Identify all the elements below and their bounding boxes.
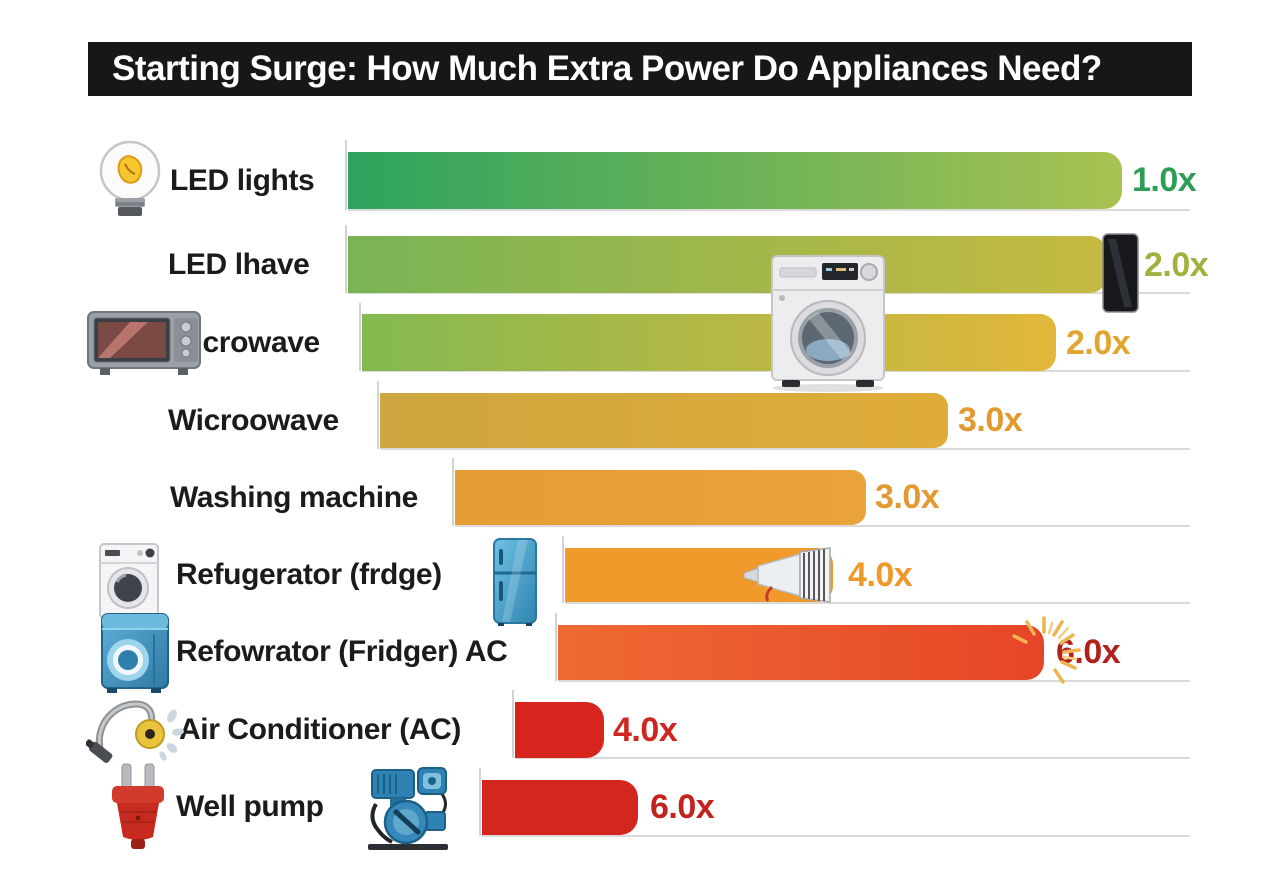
value-label: 2.0x [1066, 324, 1131, 362]
surge-bar-microwave [362, 314, 1056, 371]
surge-bar-wicroowave [380, 393, 948, 448]
surge-bar-led-lights [348, 152, 1122, 209]
axis-step-line [345, 225, 347, 293]
row-baseline [348, 292, 1190, 294]
value-label: 2.0x [1144, 246, 1209, 284]
category-label: Well pump [176, 790, 324, 823]
refrigerator-icon [492, 537, 538, 627]
row-baseline [565, 602, 1190, 604]
axis-step-line [512, 690, 514, 758]
value-label: 3.0x [875, 478, 940, 516]
surge-bar-well-pump [482, 780, 638, 835]
row-baseline [380, 448, 1190, 450]
category-label: Air Conditioner (AC) [179, 713, 461, 746]
category-label: LED lights [170, 164, 315, 197]
washing-machine-photo [766, 246, 890, 394]
portable-washer-icon [98, 610, 176, 694]
axis-step-line [359, 303, 361, 371]
category-label: Refowrator (Fridger) AC [176, 635, 508, 668]
category-label: Refugerator (frdge) [176, 558, 442, 591]
row-baseline [558, 680, 1190, 682]
phone-icon [1102, 233, 1140, 313]
lightbulb-icon [92, 138, 168, 220]
blower-icon [742, 547, 840, 603]
value-label: 4.0x [613, 711, 678, 749]
value-label: 4.0x [848, 556, 913, 594]
washing-machine-icon [98, 536, 160, 624]
page-title: Starting Surge: How Much Extra Power Do … [112, 49, 1102, 88]
value-label: 6.0x [650, 788, 715, 826]
water-pump-icon [366, 760, 450, 852]
power-plug-icon [100, 762, 176, 850]
row-baseline [515, 757, 1190, 759]
axis-step-line [377, 381, 379, 449]
surge-bar-fridge-ac [558, 625, 1044, 680]
microwave-icon [86, 308, 204, 378]
value-label: 3.0x [958, 401, 1023, 439]
axis-step-line [479, 768, 481, 836]
row-baseline [348, 209, 1190, 211]
category-label: Wicroowave [168, 404, 339, 437]
sunburst-icon [1006, 610, 1090, 694]
surge-bar-led-lhave [348, 236, 1106, 293]
surge-bar-washing-machine [455, 470, 866, 525]
axis-step-line [345, 140, 347, 210]
row-baseline [482, 835, 1190, 837]
row-baseline [455, 525, 1190, 527]
title-banner: Starting Surge: How Much Extra Power Do … [88, 42, 1192, 96]
value-label: 1.0x [1132, 161, 1197, 199]
category-label: LED lhave [168, 248, 310, 281]
axis-step-line [555, 613, 557, 681]
axis-step-line [562, 536, 564, 603]
axis-step-line [452, 458, 454, 526]
surge-bar-air-conditioner [515, 702, 604, 758]
category-label: Washing machine [170, 481, 418, 514]
hose-sprayer-icon [86, 692, 188, 770]
